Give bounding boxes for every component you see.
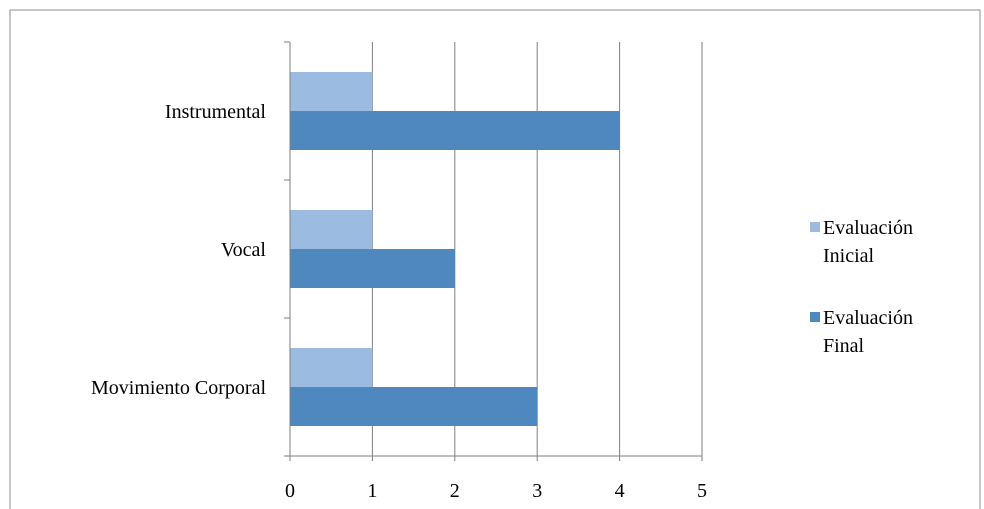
bars (290, 72, 620, 426)
axes (284, 41, 703, 461)
x-tick-label-1: 1 (367, 480, 377, 502)
bar-evaluacion-inicial-vocal (290, 210, 373, 249)
bar-evaluacion-final-vocal (290, 249, 455, 288)
legend-swatch-evaluacion-final (810, 312, 820, 322)
legend-label-evaluacion-inicial-line2: Inicial (823, 245, 875, 267)
bar-evaluacion-inicial-instrumental (290, 72, 373, 111)
legend-label-evaluacion-final-line1: Evaluación (823, 307, 913, 329)
x-tick-label-0: 0 (285, 480, 295, 502)
x-tick-label-4: 4 (615, 480, 625, 502)
legend-label-evaluacion-inicial-line1: Evaluación (823, 217, 913, 239)
x-tick-label-3: 3 (532, 480, 542, 502)
legend-swatch-evaluacion-inicial (810, 222, 820, 232)
x-tick-label-5: 5 (697, 480, 707, 502)
legend-item-evaluacion-final: Evaluación Final (810, 307, 913, 357)
bar-evaluacion-inicial-movimiento-corporal (290, 348, 373, 387)
x-tick-label-2: 2 (450, 480, 460, 502)
category-label-vocal: Vocal (221, 239, 267, 261)
category-label-movimiento-corporal: Movimiento Corporal (91, 377, 266, 399)
legend: Evaluación Inicial Evaluación Final (810, 217, 913, 357)
category-label-instrumental: Instrumental (165, 101, 267, 123)
axis-labels: 0 1 2 3 4 5 Instrumental Vocal Movimiento Corpor… (91, 101, 707, 502)
bar-evaluacion-final-instrumental (290, 111, 620, 150)
legend-label-evaluacion-final-line2: Final (823, 335, 865, 357)
bar-evaluacion-final-movimiento-corporal (290, 387, 538, 426)
legend-item-evaluacion-inicial: Evaluación Inicial (810, 217, 913, 267)
